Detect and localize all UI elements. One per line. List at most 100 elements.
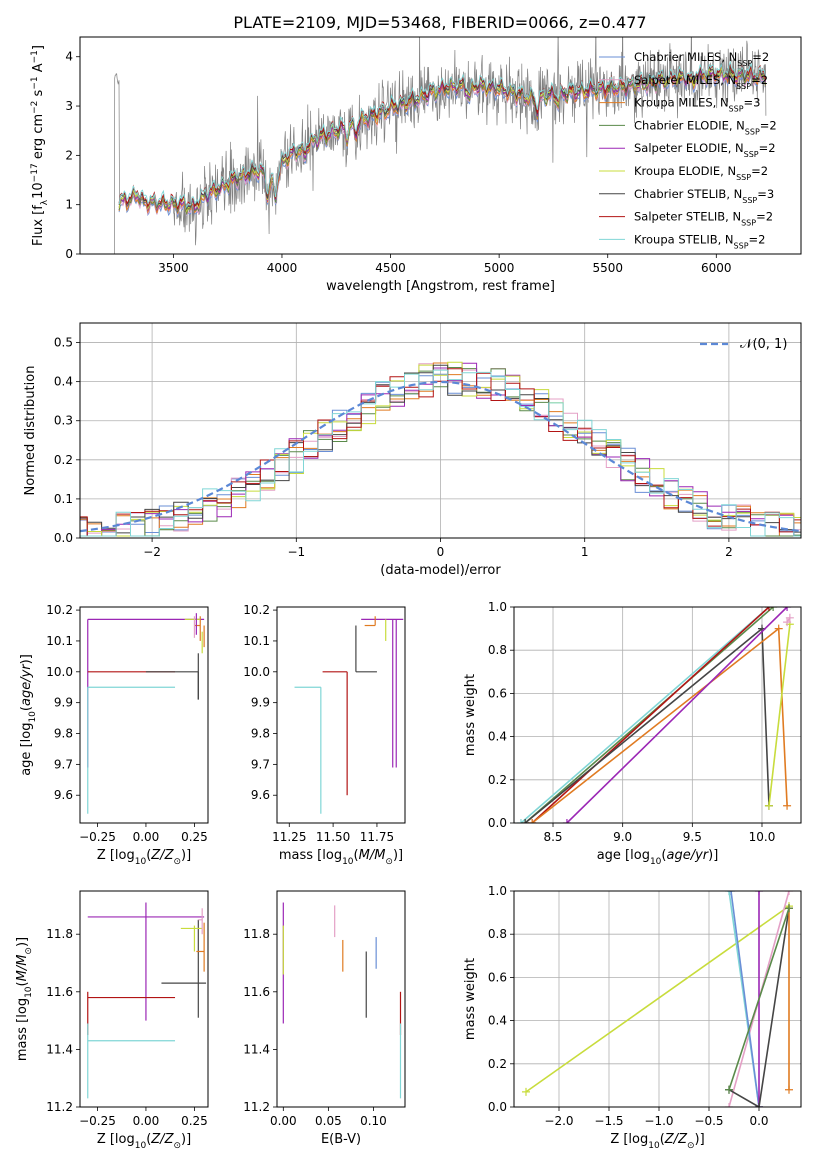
mass-weight-marker — [783, 801, 792, 810]
mass_vs_ebv-panel: 0.00 0.05 0.10 11.2 11.4 11.6 11.8 E(B-V) — [243, 890, 406, 1147]
x-tick-label: 0.00 — [133, 830, 160, 844]
mass-weight-marker — [764, 801, 773, 810]
legend-entry: Salpeter STELIB, NSSP=2 — [634, 210, 773, 228]
y-tick-label: 0.0 — [54, 531, 73, 545]
y-tick-label: 11.4 — [46, 1042, 73, 1056]
legend-entry: 𝒩(0, 1) — [740, 337, 787, 352]
x-tick-label: 0.00 — [270, 1114, 297, 1128]
figure-title: PLATE=2109, MJD=53468, FIBERID=0066, z=0… — [233, 13, 646, 32]
axes-frame — [276, 606, 406, 824]
mass-weight-line — [768, 624, 791, 806]
mass-weight-marker — [785, 891, 793, 895]
mass-weight-marker — [785, 904, 793, 913]
residual-histogram-step — [80, 369, 801, 537]
mass-weight-marker — [528, 819, 537, 823]
mass-weight-marker — [783, 618, 792, 627]
y-tick-label: 10.2 — [243, 603, 270, 617]
y-tick-label: 1.0 — [488, 600, 507, 614]
x-tick-label: 9.5 — [683, 830, 702, 844]
x-tick-label: 11.75 — [360, 830, 394, 844]
x-tick-label: −0.5 — [694, 1114, 723, 1128]
error-cross — [355, 625, 377, 673]
mass-weight-line — [728, 908, 790, 1090]
y-tick-label: 11.6 — [46, 985, 73, 999]
mass-weight-marker — [755, 891, 763, 895]
y-tick-label: 10.0 — [46, 665, 73, 679]
normal-legend: 𝒩(0, 1) — [700, 337, 787, 352]
mass-weight-marker — [783, 607, 792, 611]
x-tick-label: 2 — [725, 545, 733, 559]
mass_vs_ebv-plot-area — [282, 902, 402, 1099]
x-axis-label: wavelength [Angstrom, rest frame] — [326, 279, 555, 294]
residual-histogram-step — [80, 362, 801, 537]
y-tick-label: 9.9 — [54, 696, 73, 710]
y-tick-label: 0.8 — [488, 927, 507, 941]
y-tick-label: 10.2 — [46, 603, 73, 617]
axes-frame — [276, 890, 406, 1108]
mass-weight-line — [730, 891, 760, 1107]
mass-weight-marker — [785, 613, 794, 622]
y-axis-label: mass weight — [463, 958, 478, 1040]
legend-entry: Chabrier MILES, NSSP=2 — [634, 50, 769, 68]
x-tick-label: 11.50 — [316, 830, 350, 844]
axes-frame — [79, 606, 209, 824]
x-tick-label: −2.0 — [544, 1114, 573, 1128]
mass-weight-marker — [516, 819, 525, 823]
age_vs_mass-panel: 11.25 11.50 11.75 9.6 9.7 9.8 9.9 10.0 10.1 10.2 m… — [243, 603, 406, 867]
x-tick-label: 0.00 — [133, 1114, 160, 1128]
y-tick-label: 11.6 — [243, 985, 270, 999]
y-tick-label: 9.7 — [54, 757, 73, 771]
y-tick-label: 0.6 — [488, 970, 507, 984]
x-tick-label: 0.10 — [360, 1114, 387, 1128]
residual-histogram-step — [80, 364, 801, 537]
y-tick-label: 0.1 — [54, 492, 73, 506]
normal-curve — [80, 380, 801, 533]
y-tick-label: 0.8 — [488, 643, 507, 657]
mass_vs_Z-panel: −0.25 0.00 0.25 11.2 11.4 11.6 11.8 Z [log10(Z/… — [15, 890, 209, 1151]
x-axis-label: E(B-V) — [321, 1132, 361, 1147]
error-cross — [87, 1023, 176, 1099]
x-tick-label: 0.25 — [181, 830, 208, 844]
mass_vs_Z-plot-area — [87, 902, 207, 1099]
mass-weight-line — [566, 607, 788, 823]
axes-frame — [79, 36, 802, 255]
legend-entry: Chabrier ELODIE, NSSP=2 — [634, 118, 777, 136]
mass-weight-line — [531, 607, 770, 823]
y-tick-label: 9.8 — [251, 727, 270, 741]
age_vs_Z-panel: −0.25 0.00 0.25 9.6 9.7 9.8 9.9 10.0 10.1 10.2 Z [… — [19, 603, 209, 867]
spectrum-legend: Chabrier MILES, NSSP=2 Salpeter MILES, NS… — [599, 50, 777, 250]
y-tick-label: 0.2 — [488, 1057, 507, 1071]
y-tick-label: 1 — [65, 198, 73, 212]
residual-histogram-step — [80, 362, 801, 537]
error-cross — [198, 908, 203, 935]
weight_vs_age-panel: 8.5 9.0 9.5 10.0 0.0 0.2 0.4 0.6 0.8 1.0 age [log1… — [463, 600, 802, 867]
error-cross — [196, 922, 205, 972]
y-tick-label: 10.0 — [243, 665, 270, 679]
y-tick-label: 9.8 — [54, 727, 73, 741]
age_vs_Z-plot-area — [87, 613, 205, 814]
weight_vs_Z-panel: −2.0 −1.5 −1.0 −0.5 0.0 0.0 0.2 0.4 0.6 0.8 1.0 Z [… — [463, 884, 802, 1151]
mass-weight-marker — [725, 1103, 733, 1107]
mass-weight-marker — [755, 1103, 763, 1107]
y-tick-label: 9.6 — [251, 788, 270, 802]
y-tick-label: 0.5 — [54, 336, 73, 350]
mass-weight-marker — [785, 1085, 793, 1094]
y-tick-label: 9.9 — [251, 696, 270, 710]
y-tick-label: 0.4 — [488, 1014, 507, 1028]
y-tick-label: 4 — [65, 50, 73, 64]
mass-weight-marker — [521, 819, 530, 823]
legend-entry: Salpeter ELODIE, NSSP=2 — [634, 141, 776, 159]
y-tick-label: 0.4 — [488, 730, 507, 744]
error-cross — [161, 919, 207, 1018]
y-axis-label: mass weight — [463, 674, 478, 756]
y-tick-label: 0.3 — [54, 414, 73, 428]
y-tick-label: 9.6 — [54, 788, 73, 802]
mass-weight-line — [524, 607, 774, 823]
axes-frame — [513, 890, 802, 1108]
x-tick-label: −1.5 — [594, 1114, 623, 1128]
x-axis-label: Z [log10(Z/Z⊙)] — [97, 1132, 191, 1151]
y-tick-label: 0.2 — [54, 453, 73, 467]
x-axis-label: mass [log10(M/M⊙)] — [279, 848, 403, 867]
y-tick-label: 0.6 — [488, 686, 507, 700]
